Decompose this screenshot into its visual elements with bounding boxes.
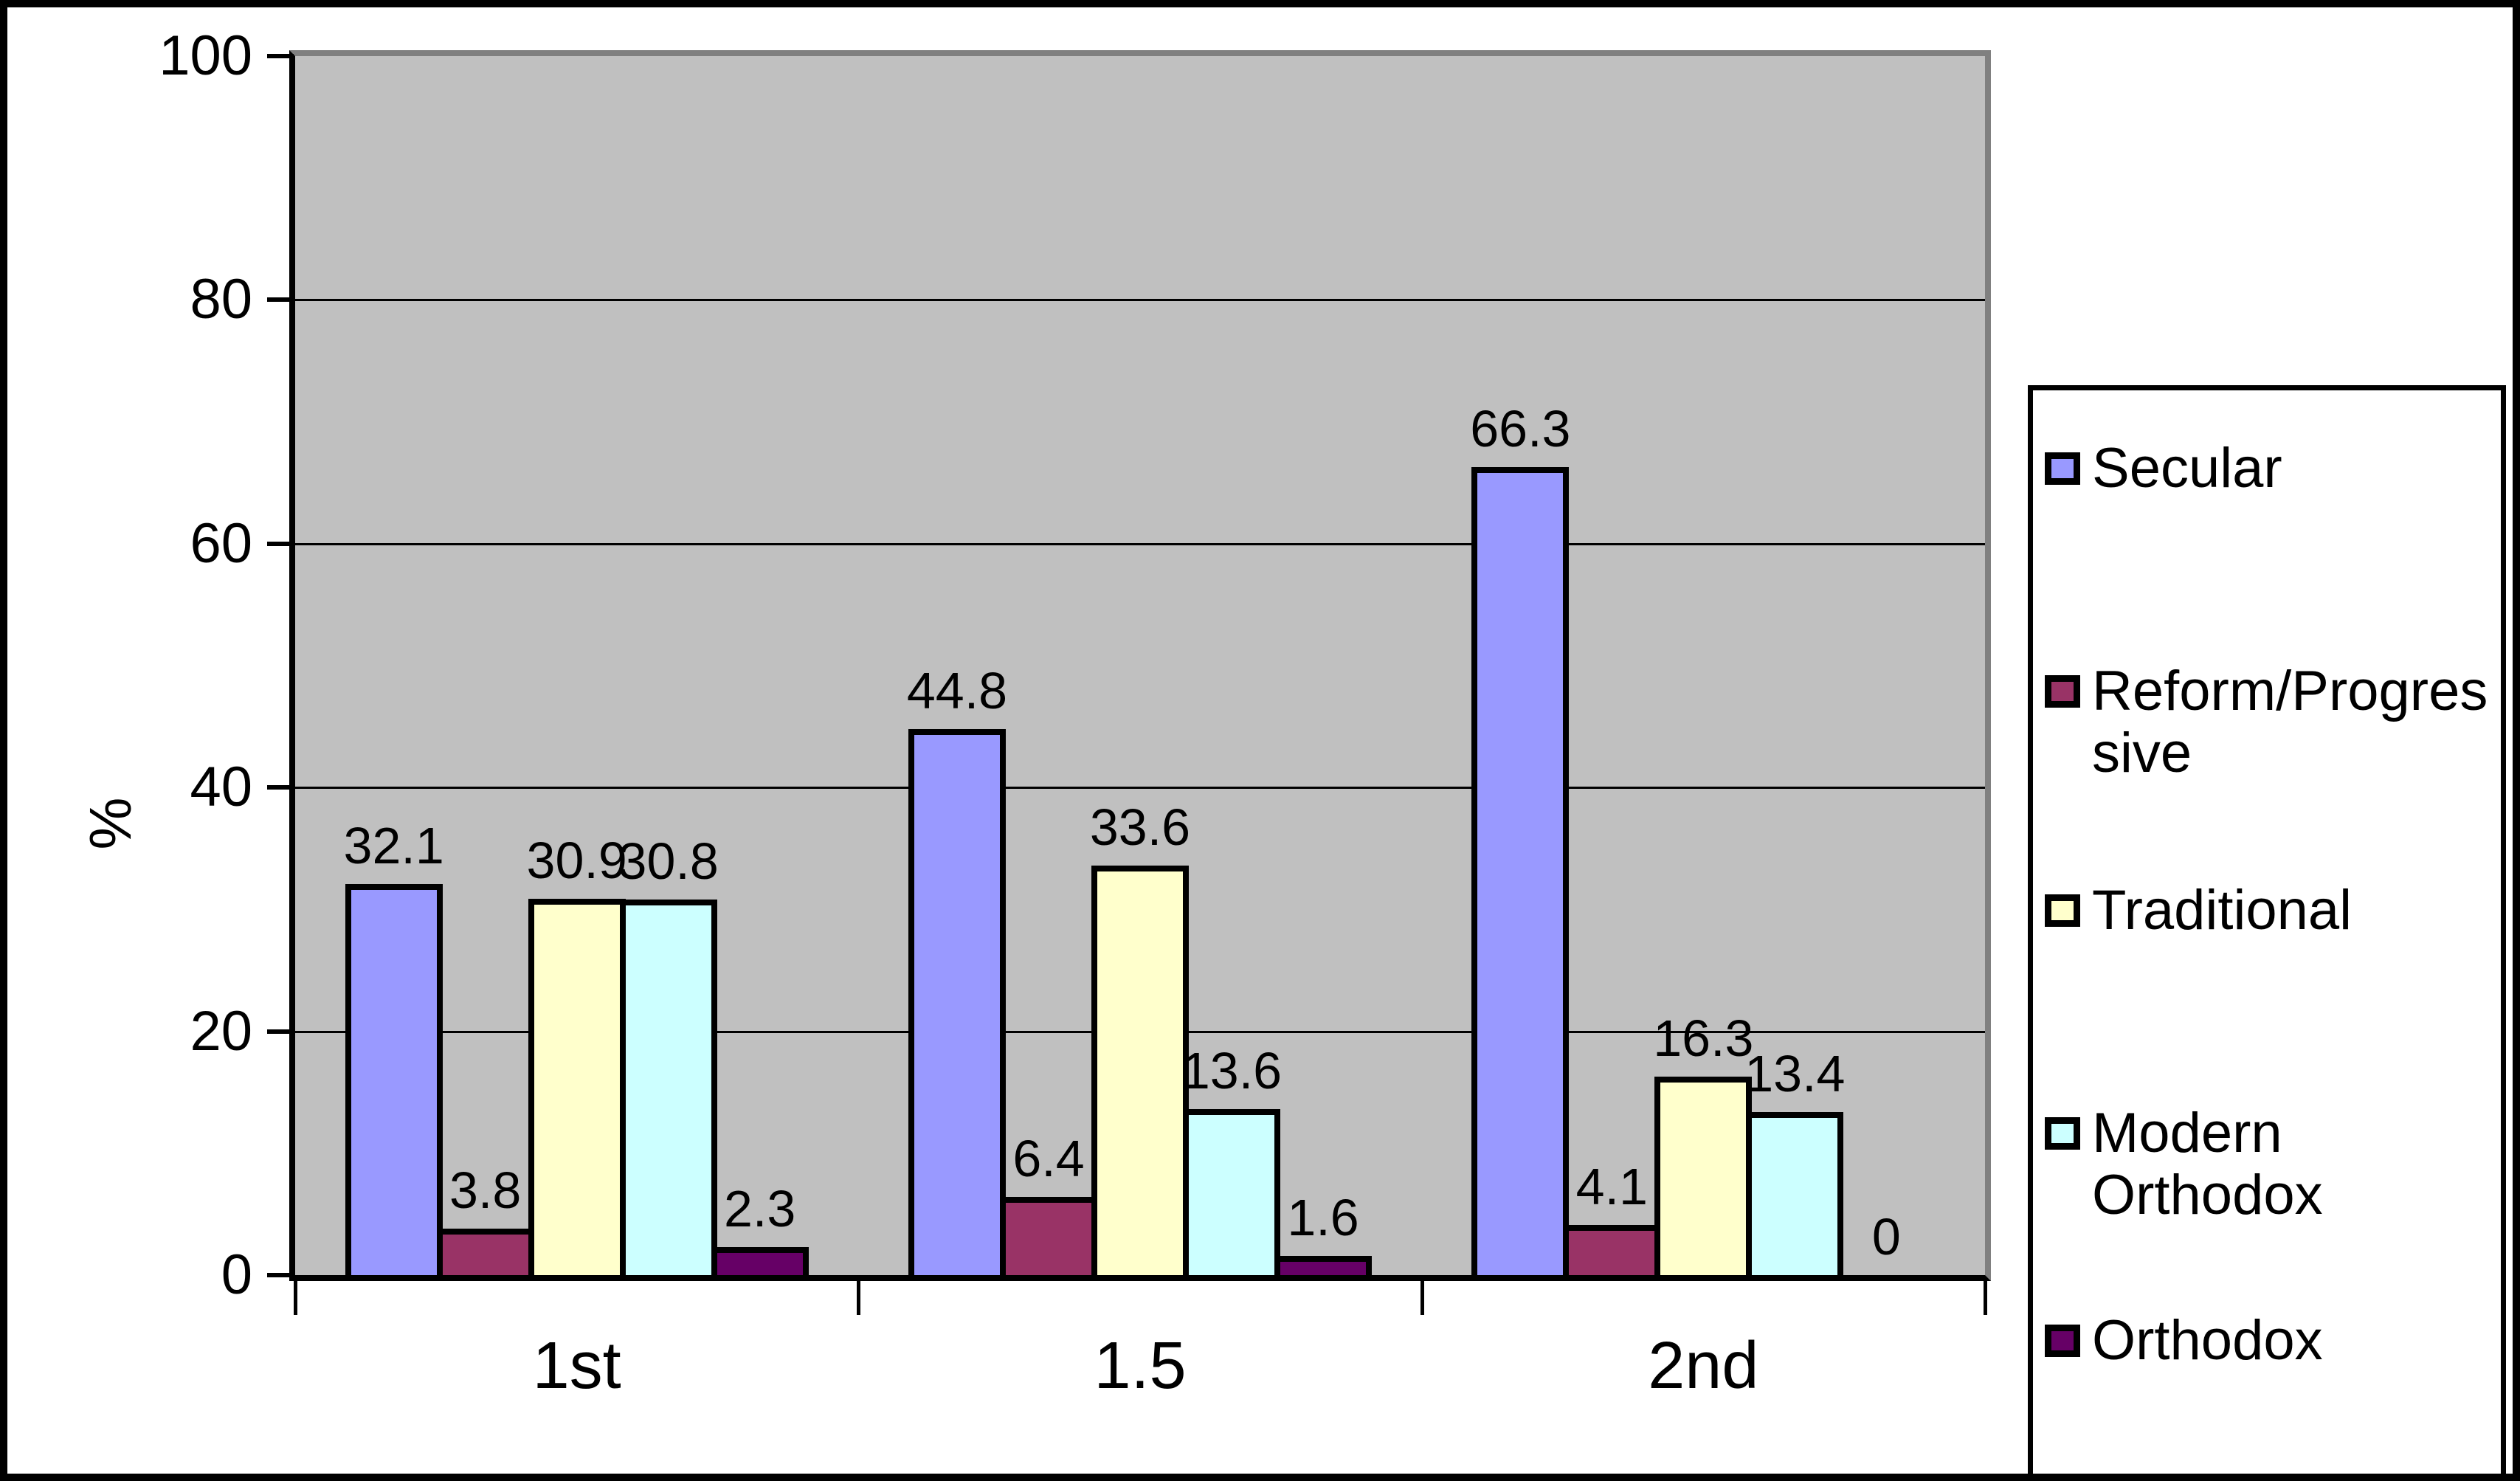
y-axis-tick-label-40: 40 [190, 756, 252, 819]
data-label-reform-progressive-2nd: 4.1 [1575, 1158, 1648, 1215]
data-label-modern-orthodox-1-5: 13.6 [1181, 1042, 1283, 1099]
gridline-40 [295, 787, 1985, 790]
bar-orthodox-1st [711, 1247, 809, 1275]
bar-modern-orthodox-2nd [1746, 1112, 1844, 1275]
bar-reform-progressive-1st [436, 1229, 534, 1275]
y-axis-tick-40 [267, 785, 294, 790]
data-label-traditional-1st: 30.9 [526, 832, 627, 889]
bar-modern-orthodox-1-5 [1183, 1109, 1280, 1275]
legend-marker-traditional-icon [2045, 894, 2080, 927]
data-label-secular-1-5: 44.8 [906, 662, 1008, 719]
bar-reform-progressive-1-5 [1000, 1197, 1097, 1275]
bar-orthodox-1-5 [1274, 1256, 1372, 1275]
bar-reform-progressive-2nd [1563, 1225, 1661, 1275]
y-axis-tick-80 [267, 297, 294, 303]
data-label-modern-orthodox-1st: 30.8 [618, 832, 719, 890]
x-axis-category-label-2nd: 2nd [1648, 1329, 1759, 1403]
legend-marker-reform-progressive-icon [2045, 675, 2080, 708]
gridline-80 [295, 299, 1985, 302]
x-axis-category-label-1-5: 1.5 [1094, 1329, 1187, 1403]
legend-label-secular: Secular [2092, 437, 2282, 500]
bar-traditional-1st [528, 899, 626, 1275]
data-label-orthodox-1-5: 1.6 [1287, 1189, 1359, 1246]
bar-traditional-1-5 [1091, 866, 1189, 1275]
legend-label-orthodox: Orthodox [2092, 1309, 2323, 1372]
legend-label-reform-progressive: Reform/Progres sive [2092, 660, 2488, 784]
bar-modern-orthodox-1st [619, 900, 717, 1275]
data-label-secular-1st: 32.1 [343, 817, 444, 874]
data-label-traditional-2nd: 16.3 [1653, 1009, 1754, 1067]
legend-label-modern-orthodox: Modern Orthodox [2092, 1102, 2323, 1226]
bar-traditional-2nd [1654, 1077, 1753, 1275]
data-label-reform-progressive-1-5: 6.4 [1012, 1130, 1085, 1187]
x-axis-tick-2 [1420, 1281, 1424, 1315]
bar-secular-1-5 [908, 729, 1006, 1275]
x-axis-tick-0 [294, 1281, 297, 1315]
y-axis-tick-60 [267, 541, 294, 546]
data-label-orthodox-2nd: 0 [1871, 1208, 1901, 1266]
data-label-traditional-1-5: 33.6 [1089, 798, 1191, 856]
y-axis-tick-20 [267, 1029, 294, 1034]
data-label-modern-orthodox-2nd: 13.4 [1744, 1045, 1846, 1102]
data-label-orthodox-1st: 2.3 [724, 1180, 796, 1237]
y-axis-tick-100 [267, 54, 294, 58]
gridline-60 [295, 542, 1985, 545]
legend-marker-orthodox-icon [2045, 1325, 2080, 1357]
x-axis-category-label-1st: 1st [532, 1329, 621, 1403]
legend-marker-modern-orthodox-icon [2045, 1117, 2080, 1150]
bar-secular-1st [345, 884, 443, 1275]
y-axis-tick-label-20: 20 [190, 999, 252, 1063]
legend-marker-secular-icon [2045, 452, 2080, 485]
legend-label-traditional: Traditional [2092, 879, 2352, 942]
data-label-reform-progressive-1st: 3.8 [449, 1161, 522, 1219]
data-label-secular-2nd: 66.3 [1470, 400, 1571, 458]
y-axis-tick-label-0: 0 [221, 1243, 252, 1306]
y-axis-tick-label-60: 60 [190, 511, 252, 575]
y-axis-tick-label-100: 100 [159, 24, 252, 87]
x-axis-tick-1 [857, 1281, 861, 1315]
bar-secular-2nd [1471, 467, 1570, 1275]
x-axis-tick-3 [1984, 1281, 1987, 1315]
legend: Secular Reform/Progres sive Traditional Mode… [2028, 385, 2506, 1474]
y-axis-tick-0 [267, 1273, 294, 1277]
plot-area: 32.1 3.8 30.9 30.8 2.3 44.8 6.4 33.6 13.6 1.6 66.3… [289, 50, 1991, 1281]
y-axis-tick-label-80: 80 [190, 268, 252, 331]
